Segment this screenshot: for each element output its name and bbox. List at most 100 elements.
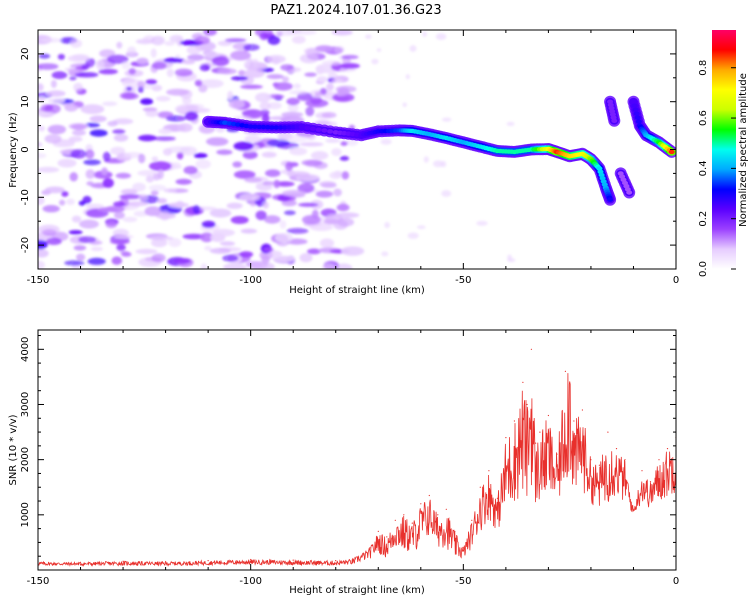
- snr-point: [394, 519, 396, 521]
- noise-blob: [38, 53, 51, 59]
- noise-blob: [150, 48, 157, 58]
- noise-blob: [289, 147, 308, 156]
- noise-blob: [286, 30, 303, 35]
- noise-blob: [299, 253, 313, 263]
- snr-point: [556, 453, 558, 455]
- noise-blob: [307, 248, 321, 255]
- noise-blob: [336, 203, 350, 212]
- noise-blob: [194, 80, 203, 87]
- signal-point: [251, 124, 258, 129]
- noise-blob: [261, 113, 270, 123]
- noise-blob: [50, 80, 57, 88]
- noise-blob: [182, 97, 192, 105]
- snr-point: [292, 559, 294, 561]
- noise-blob: [381, 251, 389, 257]
- noise-blob: [38, 83, 44, 92]
- snr-point: [564, 370, 567, 372]
- colorbar-ticks: 0.0 0.2 0.4 0.6 0.8: [698, 60, 736, 277]
- noise-blob: [158, 128, 172, 135]
- noise-blob: [339, 63, 361, 69]
- noise-blob: [228, 99, 245, 109]
- snr-point: [352, 558, 354, 560]
- spectrogram-ytick-label: 20: [20, 48, 31, 61]
- noise-blob: [137, 80, 146, 88]
- signal-point: [285, 125, 292, 130]
- noise-blob: [198, 84, 208, 93]
- colorbar-tick-label: 0.6: [698, 110, 709, 126]
- noise-blob: [89, 115, 107, 123]
- noise-blob: [74, 72, 99, 78]
- snr-point: [581, 409, 584, 411]
- snr-point: [624, 459, 626, 461]
- noise-blob: [289, 90, 308, 95]
- noise-blob: [159, 210, 170, 221]
- noise-blob: [164, 41, 175, 46]
- noise-blob: [172, 258, 191, 264]
- noise-blob: [325, 138, 341, 143]
- noise-blob: [211, 56, 230, 67]
- noise-blob: [64, 260, 85, 266]
- noise-blob: [102, 101, 118, 107]
- noise-blob: [69, 172, 78, 182]
- noise-blob: [262, 201, 269, 209]
- snr-background: [38, 330, 676, 570]
- noise-blob: [61, 191, 69, 197]
- noise-blob: [244, 68, 265, 78]
- spectrogram-xtick-label: -150: [27, 275, 50, 286]
- noise-blob: [267, 35, 281, 46]
- noise-blob: [90, 246, 103, 252]
- noise-blob: [318, 181, 336, 187]
- noise-blob: [149, 235, 174, 241]
- noise-blob: [248, 261, 268, 269]
- colorbar-gradient: [712, 30, 736, 269]
- noise-blob: [302, 215, 321, 225]
- noise-blob: [321, 60, 342, 66]
- snr-point: [454, 530, 456, 533]
- snr-point: [505, 437, 507, 439]
- noise-blob: [331, 78, 344, 83]
- noise-blob: [38, 97, 46, 103]
- snr-xlabel: Height of straight line (km): [289, 585, 425, 596]
- noise-blob: [82, 195, 92, 204]
- noise-blob: [282, 76, 289, 83]
- noise-blob: [166, 88, 190, 96]
- snr-xtick-label: 0: [673, 576, 679, 587]
- noise-blob: [68, 230, 83, 235]
- noise-blob: [98, 68, 118, 75]
- noise-blob: [336, 217, 355, 227]
- snr-point: [522, 381, 524, 383]
- noise-blob: [116, 243, 126, 252]
- noise-blob: [38, 63, 59, 70]
- noise-blob: [285, 161, 293, 172]
- noise-blob: [384, 222, 390, 229]
- noise-blob: [323, 218, 339, 225]
- noise-blob: [271, 255, 296, 263]
- noise-blob: [365, 34, 372, 39]
- noise-blob: [422, 31, 427, 37]
- noise-blob: [38, 125, 45, 132]
- noise-blob: [126, 86, 133, 91]
- noise-blob: [67, 54, 90, 63]
- noise-blob: [70, 39, 83, 48]
- noise-blob: [239, 193, 260, 202]
- noise-blob: [145, 175, 154, 183]
- noise-blob: [243, 60, 251, 68]
- noise-blob: [109, 239, 131, 245]
- snr-xtick-label: -100: [239, 576, 262, 587]
- noise-blob: [113, 201, 126, 207]
- noise-blob: [166, 68, 174, 78]
- noise-blob: [230, 76, 249, 81]
- noise-blob: [222, 254, 239, 262]
- noise-blob: [274, 232, 293, 243]
- snr-point: [658, 459, 660, 461]
- snr-point: [598, 464, 601, 466]
- noise-blob: [121, 78, 142, 88]
- noise-blob: [51, 71, 68, 79]
- noise-blob: [339, 156, 350, 161]
- noise-blob: [277, 194, 291, 202]
- noise-blob: [238, 70, 246, 76]
- signal-point: [273, 125, 280, 130]
- noise-blob: [507, 254, 512, 261]
- noise-blob: [423, 156, 429, 163]
- snr-point: [632, 508, 635, 510]
